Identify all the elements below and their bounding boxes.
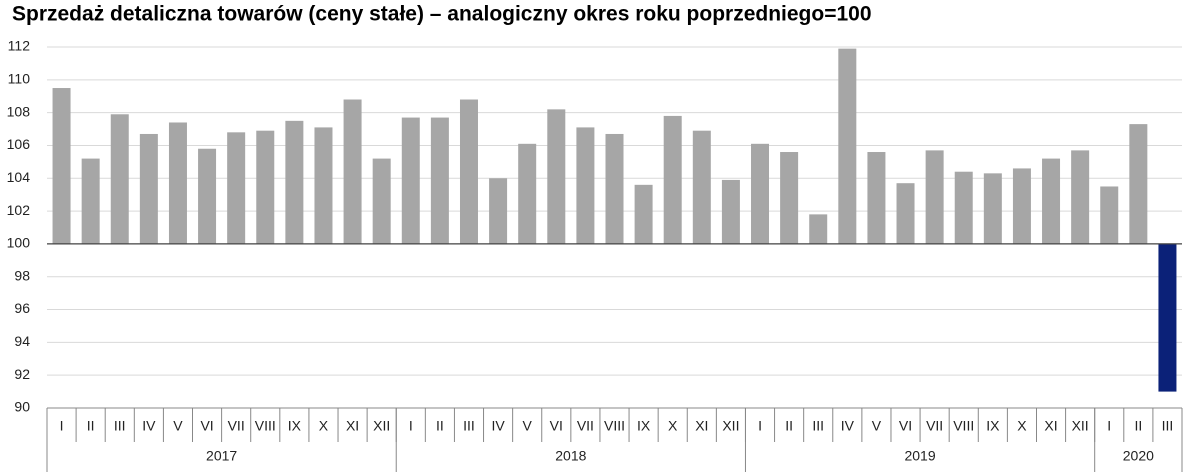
bar: [168, 122, 187, 244]
x-tick-label: V: [872, 418, 882, 434]
y-tick-label: 94: [14, 333, 30, 349]
x-tick-label: X: [668, 418, 678, 434]
bar: [343, 99, 362, 244]
y-tick-label: 108: [7, 103, 31, 119]
bar: [925, 150, 944, 244]
group-label: 2020: [1123, 448, 1154, 464]
bar: [954, 171, 973, 244]
x-tick-label: XII: [722, 418, 739, 434]
bar: [314, 127, 333, 244]
x-tick-label: III: [114, 418, 126, 434]
bar: [1042, 158, 1061, 244]
bar: [809, 214, 828, 244]
bar: [663, 115, 682, 244]
x-tick-label: V: [173, 418, 183, 434]
x-tick-label: XII: [373, 418, 390, 434]
x-tick-label: VII: [577, 418, 594, 434]
bar: [576, 127, 595, 244]
y-tick-label: 104: [7, 169, 31, 185]
x-tick-label: XI: [1044, 418, 1057, 434]
bar: [489, 178, 508, 244]
bar: [372, 158, 391, 244]
bar: [692, 130, 711, 244]
x-tick-label: I: [758, 418, 762, 434]
x-tick-label: II: [785, 418, 793, 434]
bar: [198, 148, 217, 244]
bar: [518, 143, 537, 244]
x-tick-label: VII: [926, 418, 943, 434]
y-tick-label: 92: [14, 366, 30, 382]
x-tick-label: I: [60, 418, 64, 434]
x-tick-label: VI: [200, 418, 213, 434]
bar: [838, 48, 857, 244]
bar: [139, 133, 158, 244]
y-tick-label: 98: [14, 267, 30, 283]
y-tick-label: 100: [7, 235, 31, 251]
bar: [227, 132, 246, 244]
bar: [721, 179, 740, 244]
x-tick-label: VIII: [604, 418, 625, 434]
bar: [751, 143, 770, 244]
y-tick-label: 96: [14, 300, 30, 316]
x-tick-label: XII: [1072, 418, 1089, 434]
bar: [1129, 124, 1148, 244]
y-tick-label: 110: [8, 71, 31, 87]
chart-title: Sprzedaż detaliczna towarów (ceny stałe)…: [12, 3, 872, 26]
x-tick-label: III: [1162, 418, 1174, 434]
bar: [896, 183, 915, 244]
x-tick-label: V: [523, 418, 533, 434]
x-tick-label: XI: [695, 418, 708, 434]
x-tick-label: IX: [637, 418, 651, 434]
bar: [401, 117, 420, 244]
x-tick-label: IX: [986, 418, 1000, 434]
x-tick-label: VI: [899, 418, 912, 434]
group-label: 2017: [206, 448, 237, 464]
x-tick-label: II: [436, 418, 444, 434]
x-tick-label: IV: [841, 418, 855, 434]
y-tick-label: 106: [7, 136, 31, 152]
x-tick-label: X: [1017, 418, 1027, 434]
bar: [547, 109, 566, 244]
group-label: 2018: [555, 448, 586, 464]
bar: [867, 152, 886, 244]
y-tick-label: 112: [8, 38, 31, 54]
x-tick-label: XI: [346, 418, 359, 434]
bar: [780, 152, 799, 244]
group-label: 2019: [904, 448, 935, 464]
x-tick-label: IV: [491, 418, 505, 434]
bar: [983, 173, 1002, 244]
x-tick-label: IV: [142, 418, 156, 434]
bar: [81, 158, 100, 244]
bar: [1012, 168, 1031, 244]
x-tick-label: VI: [550, 418, 563, 434]
x-tick-label: III: [812, 418, 824, 434]
x-tick-label: X: [319, 418, 329, 434]
bar: [256, 130, 275, 244]
bar: [1100, 186, 1119, 244]
x-tick-label: III: [463, 418, 475, 434]
y-tick-label: 102: [7, 202, 31, 218]
y-tick-label: 90: [14, 399, 30, 415]
x-tick-label: II: [1134, 418, 1142, 434]
x-tick-label: VIII: [255, 418, 276, 434]
x-tick-label: VIII: [953, 418, 974, 434]
x-tick-label: II: [87, 418, 95, 434]
bar: [110, 114, 129, 244]
bar: [605, 133, 624, 244]
x-tick-label: VII: [228, 418, 245, 434]
bar: [285, 120, 304, 244]
bar: [634, 184, 653, 244]
x-tick-label: IX: [288, 418, 302, 434]
bar: [430, 117, 449, 244]
x-tick-label: I: [1107, 418, 1111, 434]
bar: [1158, 243, 1177, 392]
x-tick-label: I: [409, 418, 413, 434]
bar: [1071, 150, 1090, 244]
bar: [459, 99, 478, 244]
bar: [52, 88, 71, 244]
